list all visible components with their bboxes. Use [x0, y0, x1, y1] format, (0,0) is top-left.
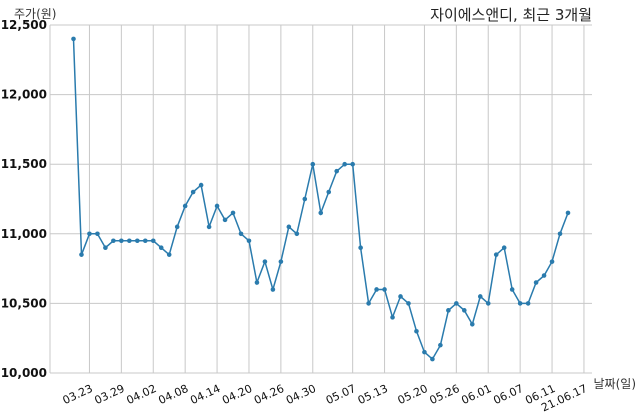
y-axis-label: 주가(원): [14, 7, 57, 21]
y-tick-label: 10,500: [1, 296, 47, 310]
data-point: [366, 301, 371, 306]
data-point: [111, 238, 116, 244]
data-point: [294, 231, 300, 237]
data-point: [350, 161, 355, 167]
data-point: [525, 301, 531, 306]
data-point: [374, 287, 379, 292]
data-point: [422, 349, 427, 355]
x-axis-label: 날짜(일): [593, 377, 636, 391]
data-point: [342, 161, 347, 167]
data-point: [565, 210, 571, 216]
data-point: [454, 301, 459, 306]
data-point: [87, 231, 92, 237]
data-point: [262, 259, 268, 264]
data-point: [310, 161, 316, 167]
data-point: [206, 224, 212, 230]
data-point: [326, 189, 332, 195]
data-point: [71, 36, 76, 42]
data-point: [390, 315, 395, 320]
chart-title: 자이에스앤디, 최근 3개월: [430, 6, 592, 24]
x-tick-label: 05.26: [428, 382, 462, 407]
data-point: [517, 301, 523, 306]
data-point: [477, 294, 483, 299]
data-point: [127, 238, 132, 244]
x-tick-label: 06.07: [491, 382, 525, 407]
data-point: [174, 224, 180, 230]
x-tick-label: 03.29: [93, 382, 127, 407]
data-point: [79, 252, 84, 257]
data-point: [278, 259, 284, 264]
y-tick-label: 11,000: [1, 227, 47, 241]
data-point: [214, 203, 220, 209]
x-tick-label: 04.02: [124, 382, 158, 407]
data-point: [286, 224, 292, 230]
x-tick-label: 05.07: [324, 382, 358, 407]
data-point: [95, 231, 100, 237]
data-point: [190, 189, 196, 195]
x-tick-label: 03.23: [61, 382, 95, 407]
data-point: [222, 217, 228, 223]
x-tick-label: 04.14: [188, 382, 222, 407]
data-point: [398, 294, 403, 299]
data-point: [557, 231, 563, 237]
data-point: [430, 356, 435, 362]
data-point: [358, 245, 363, 251]
data-point: [509, 287, 515, 292]
data-point: [446, 308, 451, 313]
data-point: [302, 196, 308, 202]
data-point: [485, 301, 491, 306]
x-tick-label: 05.13: [356, 382, 390, 407]
data-point: [334, 168, 340, 174]
data-point: [382, 287, 387, 292]
x-tick-label: 04.26: [252, 382, 286, 407]
data-point: [406, 301, 411, 306]
data-point: [462, 308, 467, 313]
data-point: [501, 245, 507, 251]
y-tick-label: 12,000: [1, 88, 47, 102]
data-point: [541, 273, 547, 278]
data-point: [533, 280, 539, 285]
y-tick-label: 12,500: [1, 18, 47, 32]
data-point: [158, 245, 164, 251]
y-tick-label: 10,000: [1, 366, 47, 380]
data-point: [438, 342, 443, 348]
data-point: [198, 182, 204, 188]
series-line: [72, 38, 569, 361]
y-tick-label: 11,500: [1, 157, 47, 171]
data-point: [119, 238, 124, 244]
data-point: [103, 245, 108, 251]
data-point: [318, 210, 324, 216]
data-point: [230, 210, 236, 216]
data-point: [270, 287, 276, 292]
data-point: [414, 328, 419, 334]
x-tick-label: 05.20: [396, 382, 430, 407]
x-tick-label: 04.20: [220, 382, 254, 407]
data-point: [182, 203, 188, 209]
data-point: [246, 238, 252, 244]
data-point: [549, 259, 555, 264]
data-point: [469, 321, 475, 327]
x-tick-label: 04.08: [156, 382, 190, 407]
data-point: [142, 238, 148, 244]
data-point: [135, 238, 140, 244]
data-point: [254, 280, 260, 285]
x-tick-label: 04.30: [284, 382, 318, 407]
x-tick-label: 06.01: [459, 382, 493, 407]
data-point: [493, 252, 499, 257]
data-point: [166, 252, 172, 257]
data-point: [150, 238, 156, 244]
data-point: [238, 231, 244, 237]
